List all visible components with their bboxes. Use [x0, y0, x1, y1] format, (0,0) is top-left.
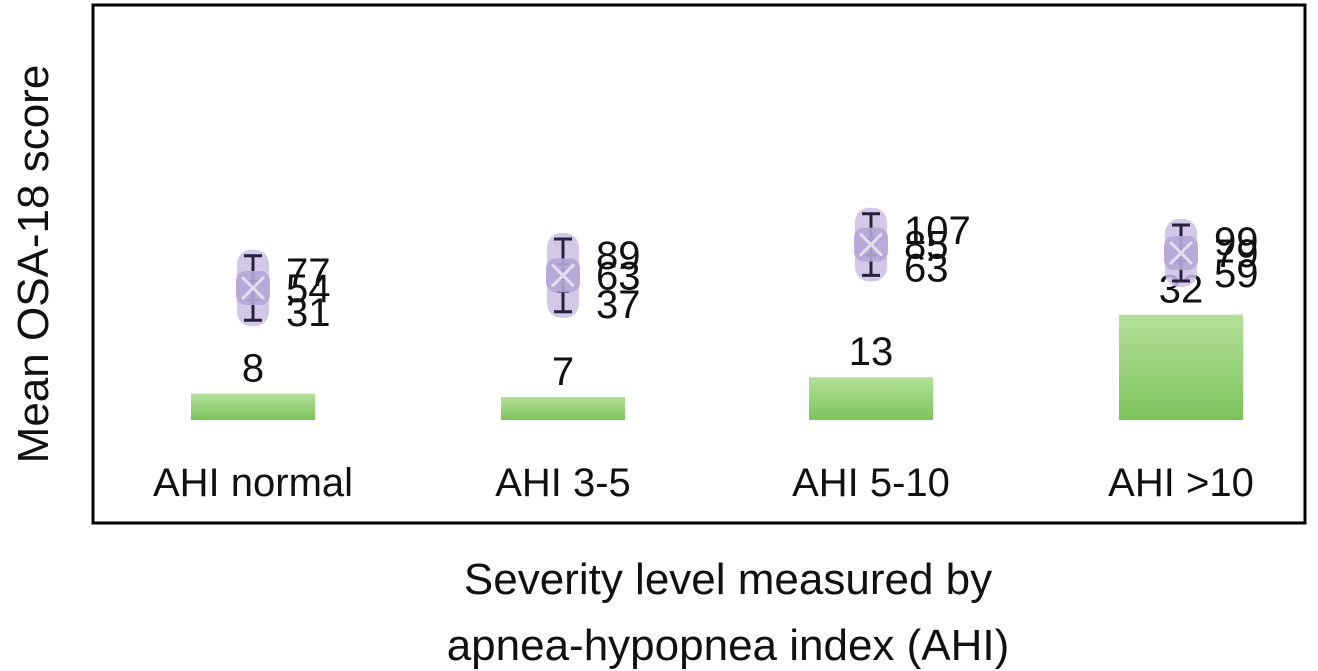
bar-value-label: 13	[849, 330, 894, 374]
mean-marker-cross	[1168, 240, 1194, 266]
x-axis-label-line-1: Severity level measured by	[464, 555, 992, 604]
mean-marker-cross	[858, 232, 884, 257]
range-low-label: 59	[1214, 252, 1259, 296]
bar	[809, 377, 933, 420]
range-low-label: 37	[596, 283, 641, 327]
category-label: AHI 5-10	[792, 461, 950, 505]
range-high-label: 107	[904, 209, 971, 253]
mean-marker-cross	[240, 275, 266, 301]
range-mean-label: 79	[1214, 232, 1259, 276]
range-high-label: 77	[286, 251, 331, 295]
plot-frame	[91, 3, 1307, 525]
bar	[501, 396, 625, 420]
category-label: AHI 3-5	[495, 461, 631, 505]
category-label: AHI normal	[153, 461, 353, 505]
mean-marker-cross	[550, 263, 576, 288]
range-low-label: 63	[904, 246, 949, 290]
bar	[191, 393, 315, 420]
bar-value-label: 8	[242, 347, 264, 391]
range-mean-label: 54	[286, 267, 331, 311]
range-high-label: 99	[1214, 220, 1259, 264]
y-axis-label: Mean OSA-18 score	[9, 65, 58, 464]
x-axis-label-line-2: apnea-hypopnea index (AHI)	[447, 621, 1010, 670]
range-mean-label: 85	[904, 224, 949, 268]
range-mean-label: 63	[596, 254, 641, 298]
bar-value-label: 7	[552, 350, 574, 394]
range-high-label: 89	[596, 234, 641, 278]
category-label: AHI >10	[1108, 461, 1254, 505]
bar	[1119, 314, 1243, 420]
range-low-label: 31	[286, 291, 331, 335]
